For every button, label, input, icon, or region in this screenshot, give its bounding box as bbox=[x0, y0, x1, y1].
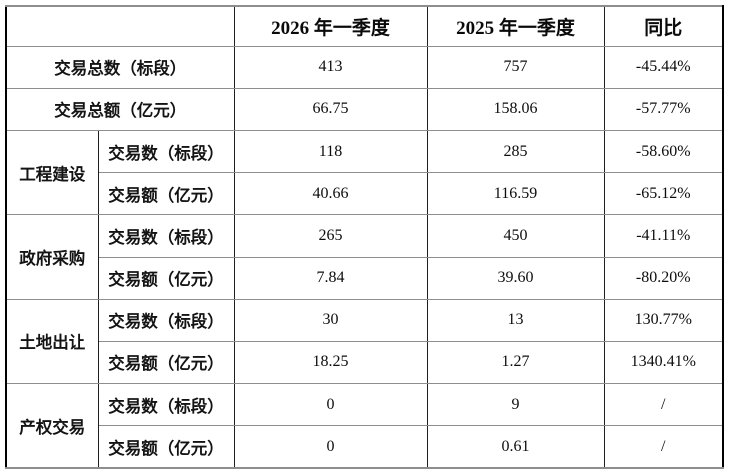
column-header-yoy: 同比 bbox=[603, 5, 724, 47]
value-2025: 39.60 bbox=[426, 256, 605, 300]
value-2026: 30 bbox=[233, 298, 428, 342]
yoy-value: -41.11% bbox=[603, 214, 724, 258]
group-label-construction: 工程建设 bbox=[5, 130, 99, 216]
value-2025: 158.06 bbox=[426, 87, 605, 132]
value-2026: 18.25 bbox=[233, 340, 428, 385]
value-2026: 66.75 bbox=[233, 87, 428, 132]
value-2025: 757 bbox=[426, 45, 605, 89]
quarterly-trading-comparison-table: 2026 年一季度 2025 年一季度 同比 交易总数（标段） 413 757 … bbox=[5, 5, 724, 469]
yoy-value: / bbox=[603, 425, 724, 469]
table-row-total-amount: 交易总额（亿元） 66.75 158.06 -57.77% bbox=[5, 87, 724, 132]
row-label: 交易额（亿元） bbox=[97, 340, 235, 385]
value-2025: 0.61 bbox=[426, 425, 605, 469]
table-row-total-count: 交易总数（标段） 413 757 -45.44% bbox=[5, 45, 724, 89]
value-2025: 285 bbox=[426, 130, 605, 174]
value-2025: 13 bbox=[426, 298, 605, 342]
value-2025: 9 bbox=[426, 383, 605, 427]
group-label-property: 产权交易 bbox=[5, 383, 99, 469]
yoy-value: 130.77% bbox=[603, 298, 724, 342]
table-row-construction-count: 工程建设 交易数（标段） 118 285 -58.60% bbox=[5, 130, 724, 216]
row-label: 交易数（标段） bbox=[97, 298, 235, 342]
value-2025: 450 bbox=[426, 214, 605, 258]
value-2025: 1.27 bbox=[426, 340, 605, 385]
table-row-property-count: 产权交易 交易数（标段） 0 9 / bbox=[5, 383, 724, 469]
header-row: 2026 年一季度 2025 年一季度 同比 bbox=[5, 5, 724, 47]
row-label: 交易总额（亿元） bbox=[5, 87, 235, 132]
group-label-procurement: 政府采购 bbox=[5, 214, 99, 300]
row-label: 交易数（标段） bbox=[97, 130, 235, 174]
column-header-2026-q1: 2026 年一季度 bbox=[233, 5, 428, 47]
yoy-value: -58.60% bbox=[603, 130, 724, 174]
yoy-value: -57.77% bbox=[603, 87, 724, 132]
value-2026: 7.84 bbox=[233, 256, 428, 300]
value-2026: 0 bbox=[233, 425, 428, 469]
row-label: 交易数（标段） bbox=[97, 383, 235, 427]
row-label: 交易额（亿元） bbox=[97, 425, 235, 469]
group-label-land: 土地出让 bbox=[5, 298, 99, 385]
value-2026: 265 bbox=[233, 214, 428, 258]
row-label: 交易额（亿元） bbox=[97, 172, 235, 216]
value-2026: 413 bbox=[233, 45, 428, 89]
table-row-procurement-amount: 交易额（亿元） 7.84 39.60 -80.20% bbox=[6, 256, 724, 300]
table-row-construction-amount: 交易额（亿元） 40.66 116.59 -65.12% bbox=[6, 172, 724, 216]
table-row-land-amount: 交易额（亿元） 18.25 1.27 1340.41% bbox=[6, 340, 724, 385]
row-label: 交易数（标段） bbox=[97, 214, 235, 258]
column-header-2025-q1: 2025 年一季度 bbox=[426, 5, 605, 47]
row-label: 交易总数（标段） bbox=[5, 45, 235, 89]
table-row-property-amount: 交易额（亿元） 0 0.61 / bbox=[6, 425, 724, 469]
yoy-value: 1340.41% bbox=[603, 340, 724, 385]
value-2026: 118 bbox=[233, 130, 428, 174]
row-label: 交易额（亿元） bbox=[97, 256, 235, 300]
value-2026: 40.66 bbox=[233, 172, 428, 216]
table-row-land-count: 土地出让 交易数（标段） 30 13 130.77% bbox=[5, 298, 724, 385]
yoy-value: -45.44% bbox=[603, 45, 724, 89]
table-row-procurement-count: 政府采购 交易数（标段） 265 450 -41.11% bbox=[5, 214, 724, 300]
yoy-value: / bbox=[603, 383, 724, 427]
value-2025: 116.59 bbox=[426, 172, 605, 216]
corner-cell bbox=[5, 5, 235, 47]
yoy-value: -65.12% bbox=[603, 172, 724, 216]
value-2026: 0 bbox=[233, 383, 428, 427]
yoy-value: -80.20% bbox=[603, 256, 724, 300]
